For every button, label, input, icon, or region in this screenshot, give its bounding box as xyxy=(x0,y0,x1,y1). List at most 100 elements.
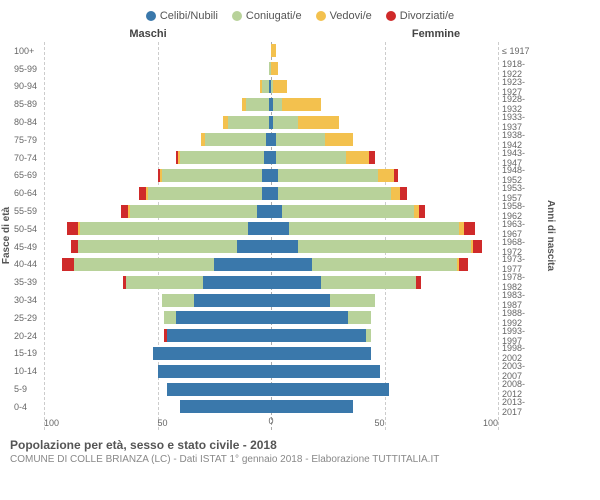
age-tick: 15-19 xyxy=(14,345,40,363)
male-bar xyxy=(44,62,271,75)
age-tick: 85-89 xyxy=(14,95,40,113)
chart-subtitle: COMUNE DI COLLE BRIANZA (LC) - Dati ISTA… xyxy=(0,452,600,465)
bar-segment-single xyxy=(271,222,289,235)
birth-tick: 1968-1972 xyxy=(502,238,544,256)
bar-segment-widowed xyxy=(298,116,339,129)
male-bar xyxy=(44,240,271,253)
bar-segment-married xyxy=(205,133,266,146)
pyramid-row xyxy=(44,380,498,398)
bar-segment-single xyxy=(214,258,271,271)
female-bar xyxy=(271,205,498,218)
bar-segment-divorced xyxy=(400,187,407,200)
pyramid-row xyxy=(44,42,498,60)
age-tick: 100+ xyxy=(14,42,40,60)
bar-segment-widowed xyxy=(346,151,369,164)
female-bar xyxy=(271,276,498,289)
bar-segment-married xyxy=(366,329,371,342)
female-bar xyxy=(271,400,498,413)
age-tick: 95-99 xyxy=(14,60,40,78)
pyramid-row xyxy=(44,291,498,309)
bar-segment-single xyxy=(271,169,278,182)
age-tick: 40-44 xyxy=(14,256,40,274)
birth-tick: 1933-1937 xyxy=(502,113,544,131)
legend-item: Coniugati/e xyxy=(232,10,302,22)
bar-segment-single xyxy=(237,240,271,253)
male-bar xyxy=(44,258,271,271)
bar-segment-single xyxy=(271,365,380,378)
bar-segment-divorced xyxy=(62,258,73,271)
male-bar xyxy=(44,133,271,146)
female-bar xyxy=(271,116,498,129)
birth-tick: 1923-1927 xyxy=(502,78,544,96)
x-tick: 50 xyxy=(374,418,384,428)
bar-segment-married xyxy=(276,133,326,146)
age-tick: 65-69 xyxy=(14,167,40,185)
bar-segment-married xyxy=(298,240,471,253)
female-bar xyxy=(271,294,498,307)
birth-tick: 2008-2012 xyxy=(502,380,544,398)
birth-axis: ≤ 19171918-19221923-19271928-19321933-19… xyxy=(498,42,544,430)
female-bar xyxy=(271,98,498,111)
bar-segment-married xyxy=(130,205,257,218)
bars-area: 100500 050100 0 xyxy=(44,42,498,430)
bar-segment-widowed xyxy=(391,187,400,200)
male-bar xyxy=(44,383,271,396)
female-bar xyxy=(271,44,498,57)
bar-segment-single xyxy=(271,294,330,307)
pyramid-row xyxy=(44,345,498,363)
pyramid-row xyxy=(44,167,498,185)
female-bar xyxy=(271,240,498,253)
bar-segment-single xyxy=(271,187,278,200)
age-tick: 35-39 xyxy=(14,273,40,291)
bar-segment-divorced xyxy=(419,205,426,218)
x-tick-zero: 0 xyxy=(268,416,273,426)
legend: Celibi/NubiliConiugati/eVedovi/eDivorzia… xyxy=(0,0,600,28)
bar-segment-married xyxy=(273,98,282,111)
age-tick: 80-84 xyxy=(14,113,40,131)
female-bar xyxy=(271,62,498,75)
bar-segment-married xyxy=(74,258,215,271)
bar-segment-widowed xyxy=(273,80,287,93)
bar-segment-single xyxy=(194,294,271,307)
bar-segment-single xyxy=(153,347,271,360)
birth-tick: 1938-1942 xyxy=(502,131,544,149)
bar-segment-divorced xyxy=(394,169,399,182)
chart-title: Popolazione per età, sesso e stato civil… xyxy=(0,430,600,452)
birth-tick: 1963-1967 xyxy=(502,220,544,238)
bar-segment-married xyxy=(164,311,175,324)
male-bar xyxy=(44,311,271,324)
male-bar xyxy=(44,98,271,111)
bar-segment-single xyxy=(271,258,312,271)
bar-segment-divorced xyxy=(71,240,78,253)
bar-segment-widowed xyxy=(325,133,352,146)
birth-tick: 1988-1992 xyxy=(502,309,544,327)
pyramid-row xyxy=(44,238,498,256)
legend-swatch xyxy=(146,11,156,21)
legend-swatch xyxy=(386,11,396,21)
bar-segment-married xyxy=(180,151,264,164)
pyramid-row xyxy=(44,362,498,380)
age-tick: 50-54 xyxy=(14,220,40,238)
bar-segment-married xyxy=(80,222,248,235)
bar-segment-single xyxy=(262,187,271,200)
bar-segment-single xyxy=(271,347,371,360)
age-tick: 20-24 xyxy=(14,327,40,345)
pyramid-row xyxy=(44,256,498,274)
age-tick: 30-34 xyxy=(14,291,40,309)
bar-segment-widowed xyxy=(378,169,394,182)
x-tick: 100 xyxy=(44,418,59,428)
pyramid-row xyxy=(44,398,498,416)
bar-segment-single xyxy=(271,400,353,413)
age-tick: 10-14 xyxy=(14,362,40,380)
legend-item: Vedovi/e xyxy=(316,10,372,22)
age-tick: 25-29 xyxy=(14,309,40,327)
male-bar xyxy=(44,294,271,307)
column-headers: Maschi Femmine xyxy=(0,28,600,40)
birth-tick: 2003-2007 xyxy=(502,362,544,380)
bar-segment-widowed xyxy=(282,98,321,111)
birth-tick: 1948-1952 xyxy=(502,167,544,185)
male-bar xyxy=(44,187,271,200)
age-tick: 60-64 xyxy=(14,184,40,202)
bar-segment-single xyxy=(180,400,271,413)
male-bar xyxy=(44,205,271,218)
